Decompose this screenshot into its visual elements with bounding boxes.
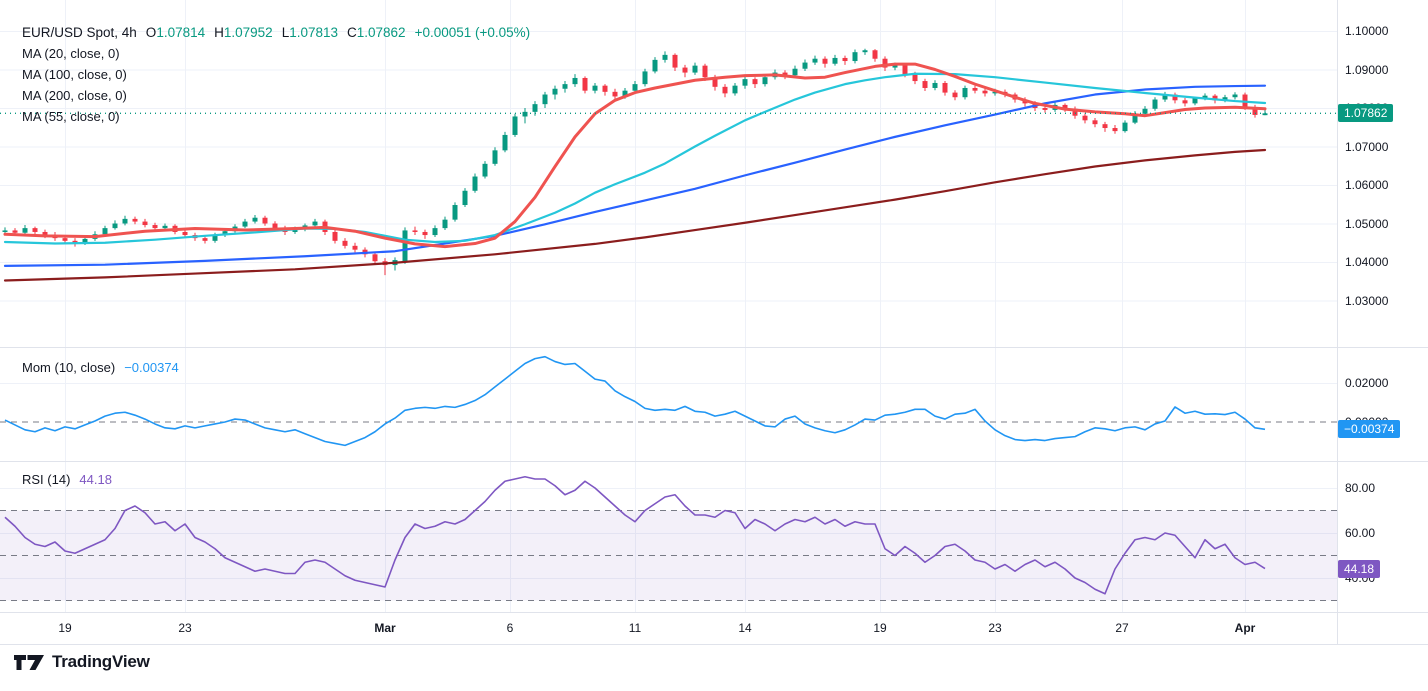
price-axis-label: 1.04000: [1345, 255, 1389, 269]
rsi-value-badge: 44.18: [1338, 559, 1381, 578]
price-axis-label: 1.10000: [1345, 24, 1389, 38]
ma-200-label: MA (200, close, 0): [22, 88, 127, 103]
low-value: 1.07813: [289, 25, 339, 40]
close-label: C: [347, 25, 357, 40]
momentum-axis-label: 0.02000: [1345, 376, 1389, 390]
ma-100-label: MA (100, close, 0): [22, 67, 127, 82]
ma-55-label: MA (55, close, 0): [22, 109, 120, 124]
price-axis-label: 1.06000: [1345, 178, 1389, 192]
high-label: H: [214, 25, 224, 40]
change-value: +0.00051 (+0.05%): [414, 25, 531, 40]
rsi-legend[interactable]: RSI (14) 44.18: [22, 469, 112, 490]
tradingview-logo-text: TradingView: [52, 652, 150, 671]
time-axis-label: Mar: [374, 621, 396, 635]
symbol-title-row[interactable]: EUR/USD Spot, 4h O 1.07814 H 1.07952 L 1.07…: [22, 22, 530, 43]
ma-100-legend[interactable]: MA (100, close, 0): [22, 64, 530, 85]
ma-20-label: MA (20, close, 0): [22, 46, 120, 61]
symbol-name: EUR/USD Spot, 4h: [22, 25, 137, 40]
rsi-value: 44.18: [79, 472, 112, 487]
ma-200-legend[interactable]: MA (200, close, 0): [22, 85, 530, 106]
time-axis-label: 11: [628, 621, 642, 635]
low-label: L: [281, 25, 290, 40]
time-axis-label: 19: [873, 621, 887, 635]
time-axis-label: Apr: [1234, 621, 1256, 635]
open-label: O: [145, 25, 157, 40]
time-axis-label: 19: [58, 621, 72, 635]
open-value: 1.07814: [156, 25, 206, 40]
momentum-value: −0.00374: [124, 360, 179, 375]
momentum-legend[interactable]: Mom (10, close) −0.00374: [22, 357, 179, 378]
tradingview-logo-icon: [14, 655, 44, 670]
rsi-axis-label: 60.00: [1345, 526, 1376, 540]
time-axis-label: 23: [178, 621, 192, 635]
close-value: 1.07862: [356, 25, 406, 40]
tradingview-logo[interactable]: TradingView: [14, 651, 150, 673]
time-axis-label: 27: [1115, 621, 1129, 635]
last-price-badge: 1.07862: [1338, 104, 1394, 123]
time-axis-label: 23: [988, 621, 1002, 635]
price-axis-label: 1.03000: [1345, 293, 1389, 308]
momentum-value-badge: −0.00374: [1338, 420, 1401, 439]
price-axis-label: 1.09000: [1345, 62, 1389, 77]
rsi-label: RSI (14): [22, 472, 71, 487]
price-axis-label: 1.05000: [1345, 216, 1389, 231]
symbol-legend: EUR/USD Spot, 4h O 1.07814 H 1.07952 L 1.07…: [22, 22, 530, 127]
high-value: 1.07952: [223, 25, 273, 40]
rsi-axis-label: 80.00: [1345, 481, 1376, 495]
time-axis-label: 14: [738, 621, 752, 635]
momentum-label: Mom (10, close): [22, 360, 116, 375]
ma-20-legend[interactable]: MA (20, close, 0): [22, 43, 530, 64]
ma-55-legend[interactable]: MA (55, close, 0): [22, 106, 530, 127]
price-axis-label: 1.07000: [1345, 139, 1389, 154]
time-axis-label: 6: [506, 621, 514, 635]
